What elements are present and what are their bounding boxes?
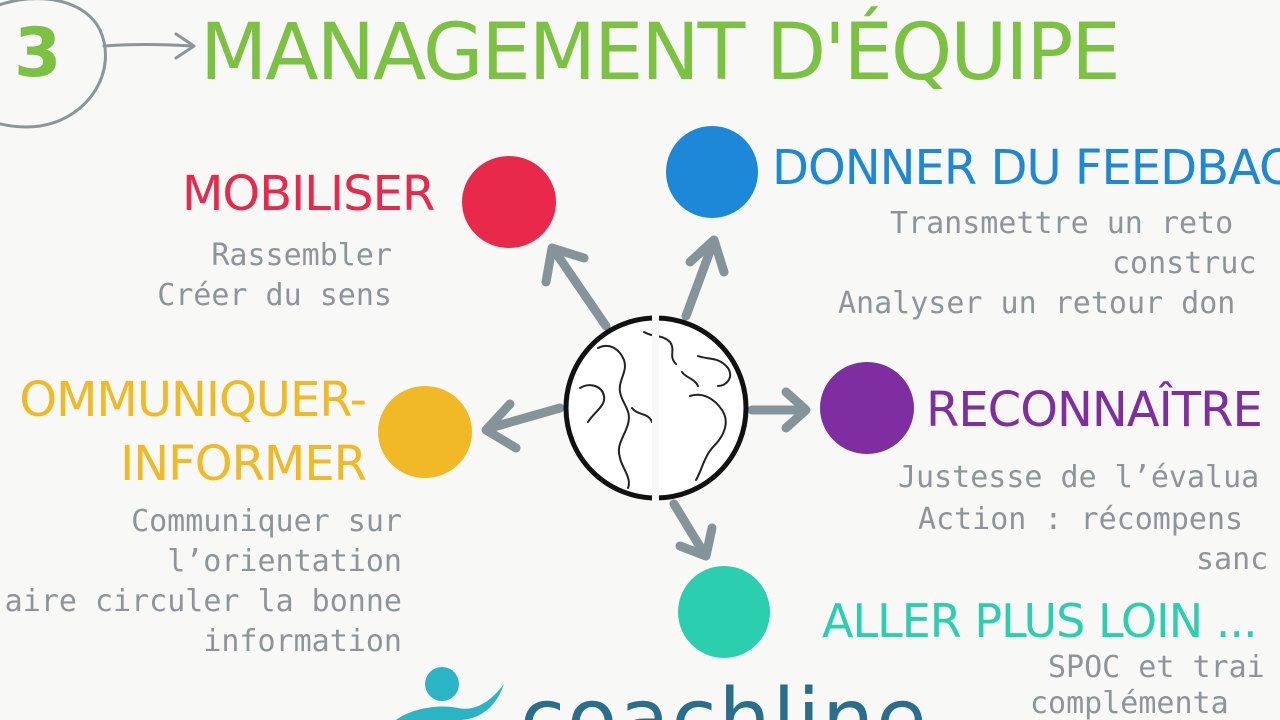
- feedback-line-3: Analyser un retour don: [838, 286, 1236, 321]
- communiquer-heading-line-1: OMMUNIQUER-: [19, 372, 367, 428]
- globe-icon: [563, 312, 749, 504]
- mobiliser-line-2: Créer du sens: [157, 278, 392, 313]
- coachline-logo-icon: [396, 667, 504, 720]
- feedback-dot: [666, 126, 758, 218]
- arrow-head-mobiliser: [541, 243, 589, 287]
- communiquer-line-1: Communiquer sur: [131, 504, 402, 539]
- communiquer-line-3: aire circuler la bonne: [4, 584, 402, 619]
- arrow-to-mobiliser: [553, 251, 611, 331]
- step-circle-icon: [0, 0, 196, 129]
- mobiliser-line-1: Rassembler: [211, 238, 392, 273]
- communiquer-heading-line-2: INFORMER: [120, 436, 367, 492]
- mobiliser-dot: [462, 156, 556, 248]
- arrow-to-communiquer: [485, 403, 565, 433]
- step-number: 3: [14, 14, 62, 93]
- feedback-line-1: Transmettre un reto: [890, 206, 1234, 241]
- feedback-line-2: construc: [1112, 246, 1257, 281]
- feedback-heading: DONNER DU FEEDBAC: [772, 140, 1280, 196]
- communiquer-line-2: l’orientation: [167, 544, 402, 579]
- aller-line-2: complémenta: [1030, 686, 1229, 720]
- reconnaitre-line-1: Justesse de l’évalua: [898, 460, 1260, 495]
- mobiliser-heading: MOBILISER: [182, 166, 435, 222]
- arrow-head-feedback: [685, 235, 729, 277]
- coachline-logo-text: coachline: [520, 672, 929, 720]
- arrow-head-reconnaitre: [781, 387, 811, 433]
- communiquer-dot: [378, 386, 472, 478]
- arrow-head-communiquer: [481, 399, 521, 453]
- arrow-head-aller: [675, 523, 717, 561]
- page-title: MANAGEMENT D'ÉQUIPE: [200, 8, 1121, 98]
- reconnaitre-dot: [820, 362, 914, 454]
- communiquer-line-4: information: [203, 624, 402, 659]
- aller-heading: ALLER PLUS LOIN ...: [822, 594, 1258, 648]
- reconnaitre-line-2: Action : récompens: [918, 502, 1244, 537]
- reconnaitre-heading: RECONNAÎTRE: [926, 382, 1263, 438]
- aller-line-1: SPOC et trai: [1048, 650, 1265, 685]
- reconnaitre-line-3: sanc: [1196, 542, 1269, 577]
- aller-dot: [678, 566, 770, 658]
- arrow-to-aller: [669, 499, 707, 555]
- arrow-to-feedback: [681, 241, 717, 321]
